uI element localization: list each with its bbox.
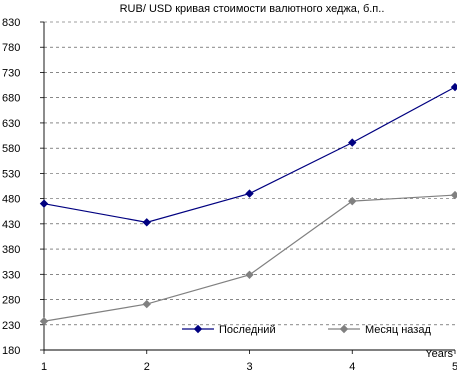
y-tick-label: 580	[2, 143, 20, 155]
grid-layer	[44, 22, 455, 325]
series-2-point	[143, 301, 150, 308]
legend-label-2: Месяц назад	[365, 324, 431, 336]
y-tick-label: 380	[2, 244, 20, 256]
y-tick-label: 330	[2, 269, 20, 281]
y-tick-label: 530	[2, 168, 20, 180]
x-tick-label: 1	[41, 361, 47, 373]
series-1-point	[246, 190, 253, 197]
series-layer	[41, 84, 457, 325]
y-tick-label: 180	[2, 345, 20, 357]
series-2-point	[41, 318, 48, 325]
x-tick-label: 2	[144, 361, 150, 373]
series-line-1	[44, 87, 455, 222]
y-tick-label: 480	[2, 194, 20, 206]
series-line-2	[44, 195, 455, 321]
legend: Последний Месяц назад	[182, 324, 431, 336]
chart-title: RUB/ USD кривая стоимости валютного хедж…	[120, 3, 385, 15]
x-tick-label: 3	[246, 361, 252, 373]
y-tick-label: 630	[2, 118, 20, 130]
legend-marker-2	[341, 326, 348, 333]
y-tick-label: 830	[2, 17, 20, 29]
series-1-point	[349, 139, 356, 146]
x-tick-label: 5	[452, 361, 457, 373]
y-tick-label: 230	[2, 320, 20, 332]
y-tick-label: 430	[2, 219, 20, 231]
series-1-point	[452, 84, 457, 91]
y-tick-label: 680	[2, 93, 20, 105]
y-tick-label: 780	[2, 42, 20, 54]
series-1-point	[41, 200, 48, 207]
y-tick-label: 280	[2, 295, 20, 307]
series-2-point	[452, 192, 457, 199]
y-tick-label: 730	[2, 67, 20, 79]
legend-marker-1	[195, 326, 202, 333]
axis-layer: 180 230 280 330 380 430 480 530 580 630 680 730 780 8…	[2, 17, 457, 373]
x-tick-label: 4	[349, 361, 355, 373]
x-axis-title: Years	[425, 348, 453, 360]
legend-label-1: Последний	[219, 324, 276, 336]
series-1-point	[143, 219, 150, 226]
